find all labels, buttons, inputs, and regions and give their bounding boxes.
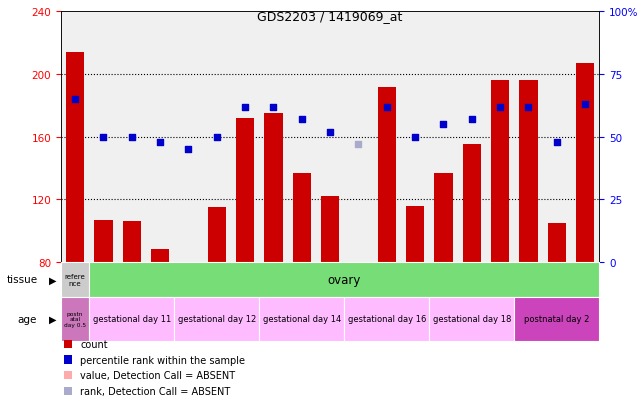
Point [240, 104, 250, 111]
Bar [519, 81, 538, 262]
Bar [259, 297, 344, 341]
Point [523, 104, 533, 111]
Bar [321, 197, 339, 262]
Text: postn
atal
day 0.5: postn atal day 0.5 [64, 311, 86, 328]
Text: GDS2203 / 1419069_at: GDS2203 / 1419069_at [258, 10, 403, 23]
Text: gestational day 14: gestational day 14 [263, 315, 341, 323]
Text: postnatal day 2: postnatal day 2 [524, 315, 590, 323]
Text: gestational day 12: gestational day 12 [178, 315, 256, 323]
Bar [236, 119, 254, 262]
Bar [122, 222, 141, 262]
Bar [434, 173, 453, 262]
Text: gestational day 16: gestational day 16 [347, 315, 426, 323]
Text: count: count [80, 339, 108, 349]
Point [467, 116, 477, 123]
Text: gestational day 11: gestational day 11 [92, 315, 171, 323]
Bar [61, 262, 89, 297]
Bar [429, 297, 514, 341]
Bar [463, 145, 481, 262]
Bar [292, 173, 311, 262]
Bar [378, 88, 396, 262]
Text: rank, Detection Call = ABSENT: rank, Detection Call = ABSENT [80, 386, 230, 396]
Point [353, 142, 363, 148]
Bar [491, 81, 510, 262]
Text: percentile rank within the sample: percentile rank within the sample [80, 355, 245, 365]
Point [269, 104, 279, 111]
Point [552, 139, 562, 146]
Point [580, 102, 590, 108]
Bar [174, 297, 259, 341]
Point [155, 139, 165, 146]
Bar [208, 208, 226, 262]
Bar [576, 64, 594, 262]
Point [183, 147, 194, 153]
Bar [66, 53, 84, 262]
Bar [61, 297, 89, 341]
Text: gestational day 18: gestational day 18 [433, 315, 511, 323]
Bar [547, 223, 566, 262]
Bar [406, 206, 424, 262]
Text: age: age [17, 314, 37, 324]
Text: value, Detection Call = ABSENT: value, Detection Call = ABSENT [80, 370, 235, 380]
Text: ▶: ▶ [49, 275, 57, 285]
Bar [151, 250, 169, 262]
Point [127, 134, 137, 140]
Text: ▶: ▶ [49, 314, 57, 324]
Point [297, 116, 307, 123]
Point [212, 134, 222, 140]
Point [495, 104, 505, 111]
Bar [514, 297, 599, 341]
Point [438, 121, 449, 128]
Bar [89, 297, 174, 341]
Bar [264, 114, 283, 262]
Text: ovary: ovary [328, 273, 361, 286]
Text: tissue: tissue [6, 275, 38, 285]
Point [98, 134, 108, 140]
Point [381, 104, 392, 111]
Text: refere
nce: refere nce [65, 273, 85, 286]
Point [410, 134, 420, 140]
Bar [94, 220, 113, 262]
Bar [344, 297, 429, 341]
Point [70, 97, 80, 103]
Point [325, 129, 335, 135]
